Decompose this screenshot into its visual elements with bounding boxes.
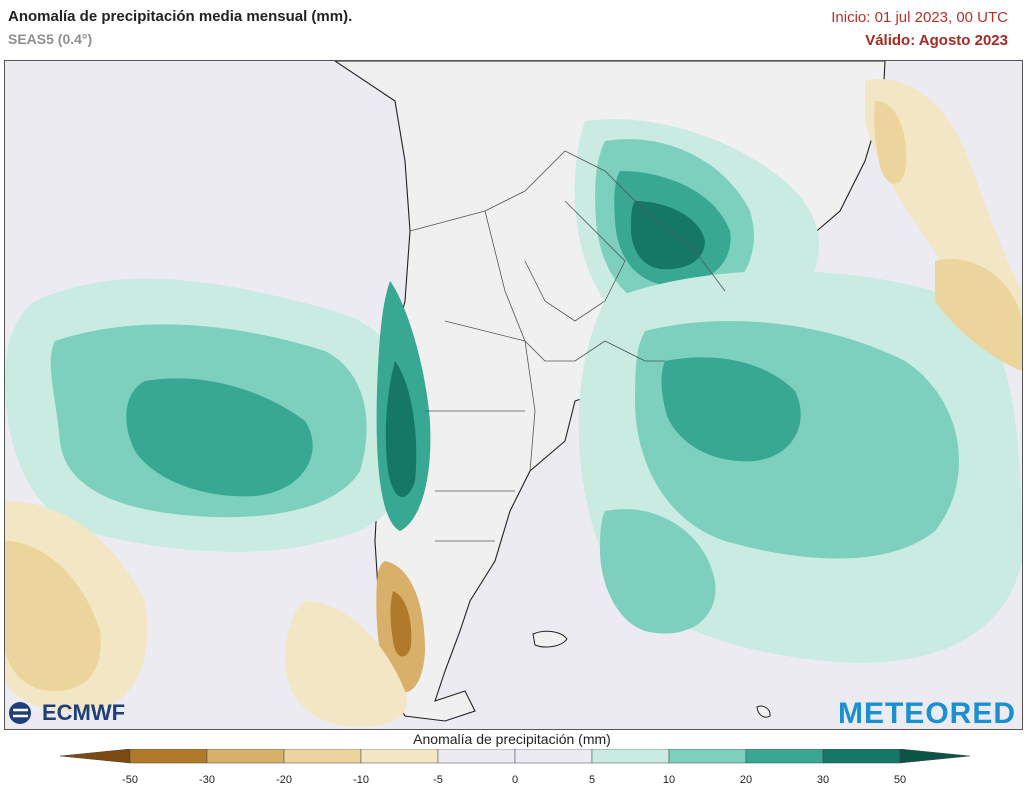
legend-swatch: [514, 749, 593, 764]
atlantic-wet-south: [600, 509, 716, 634]
model-label: SEAS5 (0.4°): [8, 31, 93, 47]
color-legend: [60, 749, 970, 764]
legend-swatch: [206, 749, 285, 764]
chile-wet-max: [385, 361, 417, 498]
header-right: Inicio: 01 jul 2023, 00 UTC Válido: Agos…: [831, 9, 1008, 49]
map-title: Anomalía de precipitación media mensual …: [8, 8, 353, 25]
legend-swatch: [822, 749, 901, 764]
patagonia-dry-max: [390, 591, 412, 657]
south-georgia: [756, 705, 771, 718]
legend-swatch: [437, 749, 516, 764]
legend-swatch: [283, 749, 362, 764]
atlantic-wet-strong: [661, 357, 801, 462]
legend-swatch: [668, 749, 747, 764]
legend-arrow-low: [60, 749, 131, 764]
legend-tick-label: -50: [122, 774, 138, 786]
ecmwf-icon: [9, 702, 31, 724]
legend-tick-label: 0: [511, 774, 519, 786]
legend-swatch: [129, 749, 208, 764]
legend-tick-label: 20: [739, 774, 753, 786]
southwest-dry-mid: [5, 541, 101, 691]
country-borders: [409, 150, 726, 542]
legend-tick-label: -5: [433, 774, 443, 786]
meteored-logo: METEORED: [837, 697, 1016, 730]
south-ocean-dry: [285, 601, 407, 727]
init-date: Inicio: 01 jul 2023, 00 UTC: [831, 9, 1008, 26]
legend-tick-label: -10: [353, 774, 369, 786]
legend-tick-label: -20: [276, 774, 292, 786]
legend-tick-label: 30: [816, 774, 830, 786]
precipitation-map[interactable]: [5, 61, 1022, 729]
legend-tick-label: 50: [893, 774, 907, 786]
pacific-wet-strong: [126, 378, 313, 497]
legend-swatch: [745, 749, 824, 764]
brazil-coast-dry-mid: [874, 101, 907, 184]
legend-tick-label: 5: [588, 774, 596, 786]
falkland-islands: [532, 630, 568, 648]
brazil-wet-max: [630, 201, 705, 270]
legend-swatch: [360, 749, 439, 764]
ecmwf-logo-text: ECMWF: [42, 700, 126, 725]
ecmwf-logo: ECMWF: [8, 700, 125, 726]
legend-tick-label: -30: [199, 774, 215, 786]
valid-date: Válido: Agosto 2023: [865, 32, 1008, 49]
legend-arrow-high: [899, 749, 970, 764]
legend-swatch: [591, 749, 670, 764]
header-left: Anomalía de precipitación media mensual …: [8, 8, 352, 47]
atlantic-dry-spot: [935, 259, 1022, 371]
legend-title: Anomalía de precipitación (mm): [413, 731, 611, 747]
legend-tick-label: 10: [662, 774, 676, 786]
map-panel[interactable]: [4, 60, 1023, 730]
